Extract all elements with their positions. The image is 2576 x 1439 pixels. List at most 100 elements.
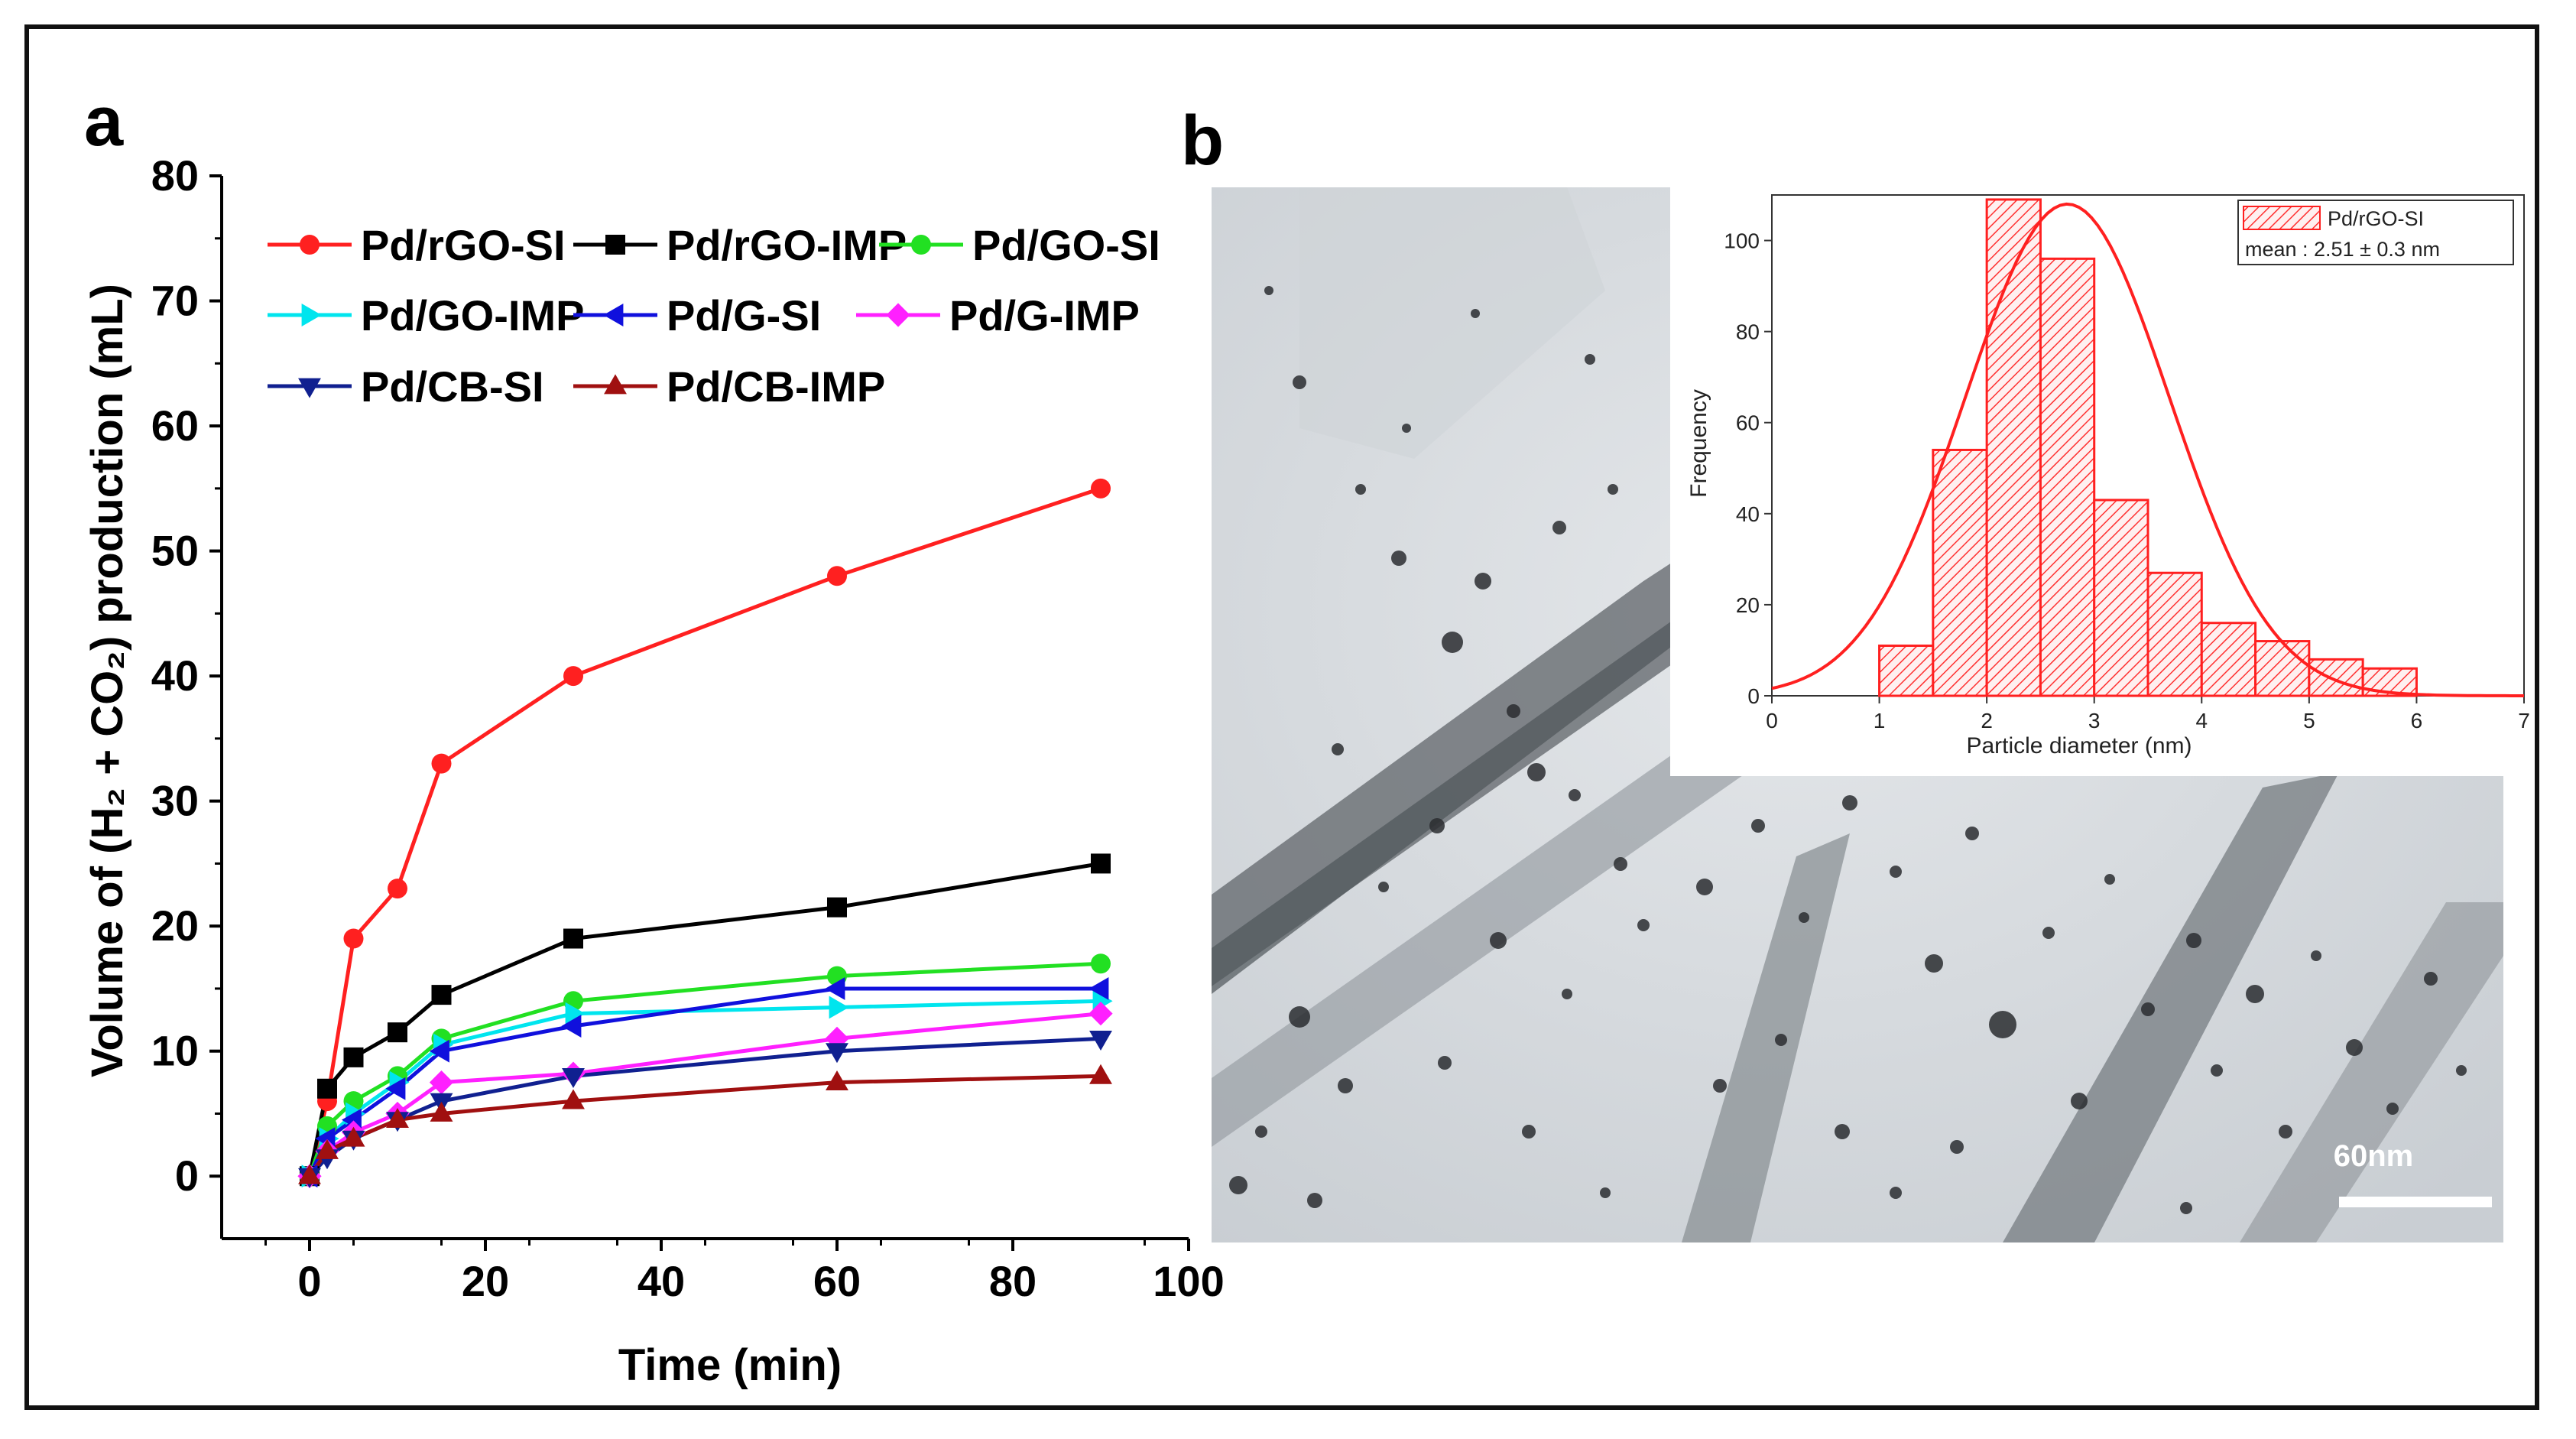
data-point-pd-cb-si: [826, 1043, 848, 1064]
x-tick-label: 80: [989, 1257, 1037, 1305]
data-point-pd-cb-si: [1089, 1030, 1112, 1051]
pd-particle: [1522, 1125, 1536, 1139]
data-point-pd-rgo-si: [563, 666, 583, 687]
legend-marker-pd-cb-si: [298, 378, 321, 398]
data-point-pd-rgo-imp: [431, 985, 452, 1005]
inset-x-tick-label: 6: [2411, 709, 2423, 732]
legend-marker-pd-rgo-imp: [605, 235, 625, 255]
carbon-tube: [2003, 772, 2339, 1242]
pd-particle: [1842, 795, 1857, 810]
inset-y-tick-label: 0: [1747, 684, 1760, 708]
histogram-bar: [2200, 622, 2257, 697]
size-distribution-inset: 0 1 2 3 4 5 6 7 0 20 40 60 80 100 Particle diameter (…: [1670, 187, 2530, 776]
legend-label-pd-rgo-imp: Pd/rGO-IMP: [667, 221, 907, 269]
data-point-pd-rgo-imp: [827, 897, 847, 918]
pd-particle: [2346, 1039, 2363, 1056]
pd-particle: [2279, 1125, 2292, 1139]
chart-legend: Pd/rGO-SI Pd/rGO-IMP Pd/GO-SI Pd/GO-IMP Pd/G…: [268, 221, 1160, 411]
pd-particle: [1507, 704, 1520, 718]
series-line-pd-rgo-si: [307, 486, 1101, 1177]
pd-particle: [1637, 919, 1650, 931]
series-line-pd-go-imp: [307, 999, 1101, 1178]
pd-particle: [1289, 1006, 1310, 1028]
inset-x-tick-label: 2: [1981, 709, 1993, 732]
pd-particle: [2180, 1202, 2192, 1214]
series-line-pd-g-si: [307, 986, 1101, 1178]
pd-particle: [1775, 1034, 1787, 1046]
series-line-pd-g-imp: [307, 1012, 1101, 1178]
histogram-bar: [2308, 658, 2364, 697]
inset-y-tick-label: 100: [1724, 229, 1760, 253]
x-tick-label: 100: [1153, 1257, 1224, 1305]
inset-x-tick-label: 1: [1874, 709, 1886, 732]
pd-particle: [1696, 879, 1713, 895]
data-point-pd-cb-imp: [562, 1089, 585, 1109]
pd-nanoparticles: [1229, 286, 2467, 1214]
pd-particle: [1713, 1079, 1727, 1093]
data-point-pd-cb-imp: [298, 1164, 321, 1184]
carbon-tube: [1682, 833, 1850, 1242]
data-point-pd-rgo-imp: [388, 1022, 407, 1043]
gaussian-fit-curve: [1771, 202, 2524, 697]
panel-label-b: b: [1181, 102, 1224, 180]
histogram-bar: [2254, 640, 2311, 697]
pd-particle: [1307, 1193, 1322, 1208]
y-tick-label: 60: [151, 401, 199, 450]
data-point-pd-go-si: [1091, 953, 1111, 974]
y-tick-label: 0: [175, 1152, 199, 1200]
data-point-pd-rgo-si: [388, 879, 407, 899]
data-point-pd-rgo-si: [343, 928, 364, 949]
legend-marker-pd-go-si: [911, 235, 931, 255]
legend-marker-pd-rgo-si: [300, 235, 320, 255]
inset-x-tick-label: 7: [2518, 709, 2530, 732]
pd-particle: [1835, 1124, 1850, 1139]
data-point-pd-rgo-imp: [317, 1078, 337, 1099]
y-tick-label: 40: [151, 651, 199, 700]
pd-particle: [2104, 874, 2115, 885]
y-tick-label: 30: [151, 777, 199, 825]
legend-label-pd-go-si: Pd/GO-SI: [972, 221, 1160, 269]
histogram-bar: [1878, 645, 1935, 697]
pd-particle: [1229, 1176, 1247, 1194]
pd-particle: [1552, 521, 1566, 534]
pd-particle: [1378, 882, 1389, 892]
histogram-bar: [2146, 571, 2203, 697]
data-point-pd-go-imp: [565, 1002, 586, 1025]
data-point-pd-cb-imp: [342, 1126, 365, 1147]
pd-particle: [1600, 1187, 1611, 1198]
series-line-pd-go-si: [307, 961, 1101, 1178]
pd-particle: [1264, 286, 1273, 295]
pd-particle: [1989, 1011, 2016, 1038]
pd-particle: [1799, 912, 1809, 923]
x-tick-label: 0: [297, 1257, 321, 1305]
inset-legend: Pd/rGO-SI mean : 2.51 ± 0.3 nm: [2237, 200, 2514, 265]
inset-y-tick-label: 20: [1736, 593, 1760, 617]
y-tick-label: 50: [151, 527, 199, 575]
inset-x-tick-label: 5: [2303, 709, 2315, 732]
legend-label-pd-cb-imp: Pd/CB-IMP: [667, 362, 885, 411]
pd-particle: [1293, 375, 1306, 389]
carbon-sheet-light: [1299, 187, 1605, 459]
pd-particle: [1890, 866, 1902, 878]
inset-axes: 0 1 2 3 4 5 6 7 0 20 40 60 80 100: [1724, 194, 2530, 732]
data-point-pd-rgo-imp: [343, 1047, 364, 1067]
y-axis-label: Volume of (H₂ + CO₂) production (mL): [83, 284, 132, 1077]
inset-x-axis-label: Particle diameter (nm): [1966, 733, 2192, 758]
y-tick-label: 80: [151, 151, 199, 200]
y-tick-label: 20: [151, 901, 199, 950]
pd-particle: [1355, 484, 1366, 495]
pd-particle: [1527, 763, 1546, 781]
pd-particle: [1332, 743, 1344, 755]
panel-label-a: a: [84, 83, 124, 161]
inset-y-tick-label: 40: [1736, 502, 1760, 526]
data-point-pd-cb-imp: [430, 1101, 453, 1122]
data-point-pd-g-imp: [429, 1070, 454, 1095]
chart-series-lines: [307, 486, 1101, 1178]
legend-marker-pd-cb-imp: [604, 374, 627, 395]
pd-particle: [1890, 1187, 1902, 1199]
data-point-pd-go-imp: [829, 996, 849, 1019]
inset-y-tick-label: 80: [1736, 320, 1760, 344]
data-point-pd-g-si: [429, 1039, 449, 1063]
inset-legend-swatch: [2243, 206, 2321, 230]
